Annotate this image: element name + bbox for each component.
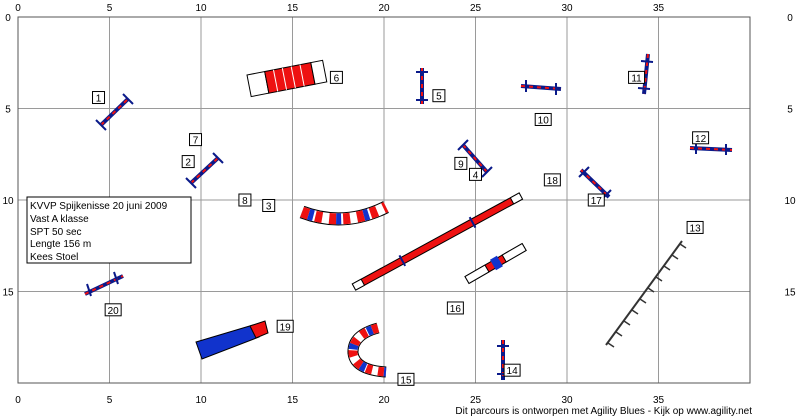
svg-text:4: 4	[473, 170, 479, 181]
info-class: Vast A klasse	[30, 214, 89, 225]
svg-text:16: 16	[450, 304, 462, 315]
dogwalk-18	[351, 192, 524, 291]
axis-label-left: 10	[2, 196, 14, 207]
axis-label-top: 15	[287, 3, 299, 14]
weave-13	[605, 240, 687, 348]
axis-label-right: 5	[787, 105, 793, 116]
number-label-8: 8	[238, 193, 252, 207]
number-label-17: 17	[587, 193, 605, 207]
svg-text:1: 1	[96, 94, 102, 105]
number-label-1: 1	[92, 91, 106, 105]
axis-label-top: 30	[561, 3, 573, 14]
number-label-12: 12	[692, 131, 710, 145]
svg-text:7: 7	[193, 136, 199, 147]
seesaw-16	[464, 242, 527, 285]
number-label-16: 16	[446, 301, 464, 315]
svg-text:19: 19	[280, 322, 292, 333]
number-label-18: 18	[543, 173, 561, 187]
number-label-14: 14	[503, 363, 521, 377]
axis-label-left: 5	[5, 105, 11, 116]
jump-11	[637, 53, 654, 95]
svg-text:17: 17	[591, 196, 603, 207]
axis-label-bottom: 15	[287, 395, 299, 406]
number-label-6: 6	[329, 70, 343, 84]
info-event: KVVP Spijkenisse 20 juni 2009	[30, 201, 168, 212]
number-label-11: 11	[628, 70, 646, 84]
axis-label-left: 15	[2, 288, 14, 299]
axis-label-right: 10	[784, 196, 796, 207]
jump-17	[578, 166, 612, 201]
axis-label-bottom: 5	[107, 395, 113, 406]
info-box: KVVP Spijkenisse 20 juni 2009 Vast A kla…	[26, 196, 192, 264]
svg-text:8: 8	[242, 196, 248, 207]
svg-text:11: 11	[631, 73, 642, 84]
jump-20	[84, 271, 124, 297]
number-label-10: 10	[534, 112, 552, 126]
tunnel-15	[347, 322, 387, 378]
axis-label-left: 0	[5, 13, 11, 24]
axis-label-bottom: 30	[561, 395, 573, 406]
number-label-5: 5	[432, 89, 446, 103]
obstacles	[84, 53, 733, 380]
svg-text:18: 18	[547, 176, 559, 187]
footer-credit: Dit parcours is ontworpen met Agility Bl…	[455, 406, 752, 417]
number-label-13: 13	[686, 220, 704, 234]
axis-label-top: 25	[470, 3, 482, 14]
jump-14	[497, 340, 509, 380]
axis-label-top: 20	[378, 3, 390, 14]
axis-label-bottom: 0	[15, 395, 21, 406]
number-label-20: 20	[104, 303, 122, 317]
svg-text:13: 13	[690, 223, 702, 234]
number-label-4: 4	[469, 167, 482, 181]
svg-text:15: 15	[400, 375, 412, 386]
jump-4	[457, 139, 493, 178]
number-label-7: 7	[189, 133, 203, 147]
tunnel-3	[299, 201, 389, 226]
svg-text:5: 5	[436, 92, 442, 103]
jump-12	[689, 143, 733, 155]
svg-text:3: 3	[266, 201, 272, 212]
number-label-9: 9	[454, 156, 468, 170]
svg-text:14: 14	[507, 366, 519, 377]
axis-label-right: 0	[787, 13, 793, 24]
number-label-2: 2	[181, 155, 195, 169]
svg-text:6: 6	[334, 73, 340, 84]
jump-2	[185, 152, 224, 189]
svg-text:2: 2	[185, 158, 191, 169]
axis-label-top: 0	[15, 3, 21, 14]
info-length: Lengte 156 m	[30, 239, 91, 250]
jump-5	[416, 68, 428, 104]
svg-text:10: 10	[538, 115, 550, 126]
axis-label-top: 35	[653, 3, 665, 14]
axis-label-bottom: 35	[653, 395, 665, 406]
field-border	[17, 16, 751, 384]
axis-label-bottom: 20	[378, 395, 390, 406]
number-label-3: 3	[262, 198, 276, 212]
svg-text:20: 20	[108, 306, 120, 317]
axis-label-bottom: 25	[470, 395, 482, 406]
axis-label-top: 5	[107, 3, 113, 14]
number-label-15: 15	[397, 372, 415, 386]
jump-1	[95, 93, 134, 131]
tunnel-19	[195, 320, 269, 360]
axis-label-top: 10	[195, 3, 207, 14]
wall-6	[246, 59, 328, 98]
jump-10	[520, 80, 562, 95]
number-label-19: 19	[276, 319, 294, 333]
axis-label-bottom: 10	[195, 395, 207, 406]
svg-text:12: 12	[695, 134, 707, 145]
svg-text:9: 9	[458, 159, 464, 170]
axis-label-right: 15	[784, 288, 796, 299]
info-spt: SPT 50 sec	[30, 227, 82, 238]
info-judge: Kees Stoel	[30, 252, 78, 263]
